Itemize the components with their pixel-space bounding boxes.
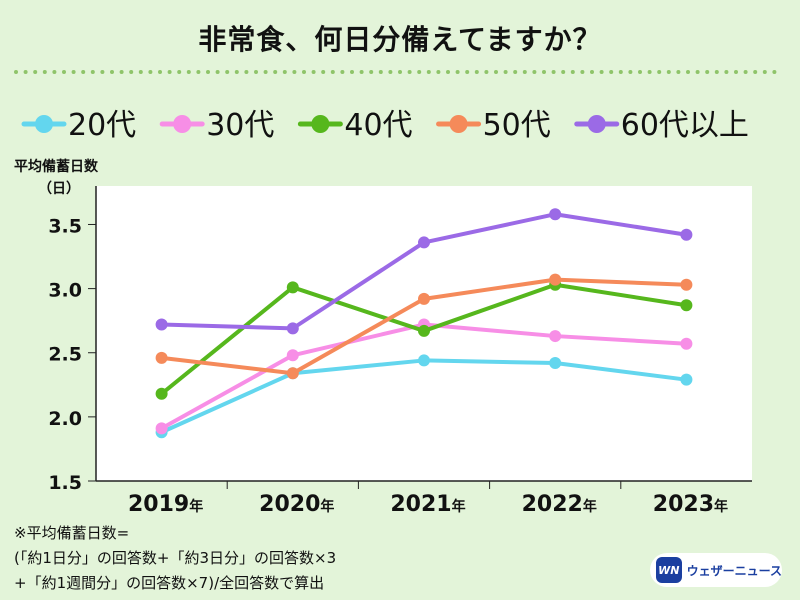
data-point (549, 357, 562, 369)
data-point (680, 373, 693, 386)
data-point (286, 349, 299, 362)
data-point (286, 367, 299, 380)
data-point (680, 278, 693, 291)
data-point (418, 324, 430, 337)
legend-item: 50代 (436, 108, 551, 143)
y-axis-unit: （日） (38, 181, 80, 197)
data-point (680, 337, 693, 350)
y-tick-label: 3.0 (48, 280, 82, 302)
footnote-line-3: +「約1週間分」の回答数×7)/全回答数で算出 (14, 574, 325, 592)
x-tick-label: 2020年 (259, 492, 334, 517)
data-point (680, 228, 693, 241)
legend-item: 20代 (21, 108, 136, 143)
data-point (418, 236, 430, 249)
legend-marker (311, 115, 330, 133)
footnote-line-2: (「約1日分」の回答数+「約3日分」の回答数×3 (14, 549, 337, 567)
series-50代 (155, 273, 693, 380)
y-tick-label: 2.5 (48, 344, 82, 366)
legend-label: 30代 (206, 108, 274, 143)
data-point (680, 299, 693, 312)
legend-marker (587, 115, 606, 133)
legend-marker (35, 115, 53, 133)
legend-item: 40代 (297, 108, 413, 143)
dotted-divider (14, 70, 786, 74)
legend-item: 60代以上 (574, 108, 749, 143)
logo-text: ウェザーニュース (686, 563, 782, 578)
legend-label: 50代 (483, 108, 551, 143)
y-axis-title: 平均備蓄日数 （日） (14, 156, 98, 200)
data-point (155, 318, 168, 331)
line-chart: 1.5 2.0 2.5 3.0 3.5 2019年 2020年 2021年 2022年 2023年 (48, 186, 752, 517)
series-60代以上 (155, 208, 693, 335)
data-point (549, 208, 562, 221)
data-point (155, 387, 168, 400)
legend-marker (449, 115, 468, 133)
chart-legend: 20代 30代 40代 50代 60代以上 (21, 108, 749, 143)
data-point (418, 292, 430, 305)
x-tick-label: 2021年 (390, 492, 465, 517)
data-point (418, 354, 430, 367)
data-point (549, 330, 562, 343)
legend-item: 30代 (159, 108, 274, 143)
x-tick-label: 2019年 (128, 492, 203, 517)
y-tick-label: 2.0 (48, 408, 82, 430)
weathernews-logo: WN ウェザーニュース (650, 553, 782, 587)
chart-title: 非常食、何日分備えてますか？ (198, 23, 602, 56)
legend-label: 20代 (68, 108, 136, 143)
legend-marker (173, 115, 192, 133)
footnote-line-1: ※平均備蓄日数= (14, 524, 130, 542)
data-point (549, 273, 562, 286)
legend-label: 60代以上 (621, 108, 749, 143)
logo-mark: WN (656, 557, 682, 583)
y-tick-label: 3.5 (48, 215, 82, 237)
data-point (155, 351, 168, 364)
legend-label: 40代 (344, 108, 412, 143)
data-point (155, 422, 168, 435)
data-point (286, 322, 299, 335)
data-point (286, 281, 299, 294)
x-tick-label: 2022年 (522, 492, 597, 517)
y-axis-label: 平均備蓄日数 (14, 159, 98, 175)
x-tick-label: 2023年 (653, 492, 728, 517)
footnote: ※平均備蓄日数= (「約1日分」の回答数+「約3日分」の回答数×3 +「約1週間… (14, 521, 336, 596)
y-tick-label: 1.5 (48, 472, 82, 494)
